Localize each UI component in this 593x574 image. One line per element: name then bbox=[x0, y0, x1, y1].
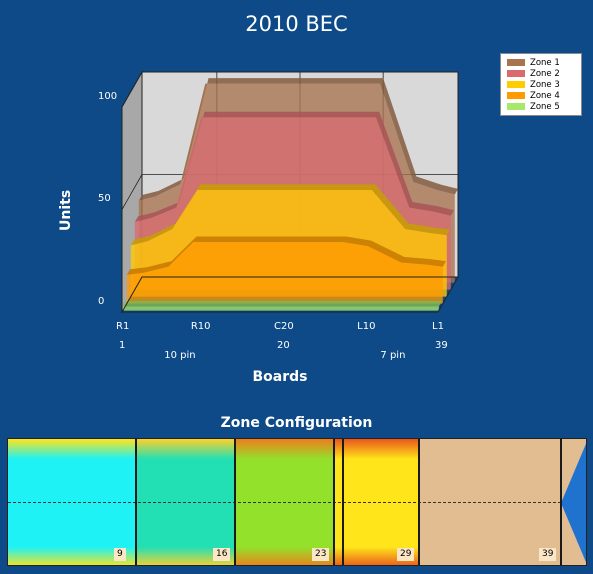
x-tick-label: C20 bbox=[274, 321, 294, 332]
y-tick-label: 100 bbox=[98, 90, 118, 102]
y-tick-label: 50 bbox=[98, 193, 111, 204]
legend-item: Zone 2 bbox=[507, 68, 581, 79]
chart-title: 2010 BEC bbox=[245, 12, 348, 36]
legend-item: Zone 3 bbox=[507, 79, 581, 90]
floor-outline bbox=[121, 276, 459, 313]
legend-swatch bbox=[507, 92, 525, 99]
series-top-5 bbox=[122, 300, 443, 307]
legend-label: Zone 1 bbox=[530, 57, 560, 68]
legend-swatch bbox=[507, 59, 525, 66]
x-axis-label: Boards bbox=[252, 369, 308, 385]
lane-divider bbox=[342, 439, 344, 565]
series-top-1 bbox=[138, 78, 459, 201]
pin-label: 7 pin bbox=[380, 350, 406, 361]
series-area-4 bbox=[126, 242, 443, 304]
chart-areas bbox=[122, 78, 459, 311]
chart-floor bbox=[121, 276, 459, 313]
x-tick-label: L1 bbox=[432, 321, 444, 332]
lane-center-line bbox=[8, 502, 586, 503]
x-tick-label: R1 bbox=[116, 321, 130, 332]
x-board-number: 39 bbox=[435, 340, 448, 351]
grid-line-side bbox=[121, 71, 143, 108]
legend-label: Zone 2 bbox=[530, 68, 560, 79]
zone-board-label: 9 bbox=[114, 548, 126, 561]
x-board-number: 20 bbox=[277, 340, 290, 351]
zone-board-label: 16 bbox=[213, 548, 231, 561]
x-tick-label: R10 bbox=[190, 321, 211, 332]
zone-separator bbox=[234, 439, 236, 565]
y-tick-label: 0 bbox=[98, 295, 105, 307]
legend-label: Zone 5 bbox=[530, 101, 560, 112]
legend-item: Zone 5 bbox=[507, 101, 581, 112]
lane-diagram: 9 16 23 29 39 bbox=[7, 438, 587, 566]
series-top-2 bbox=[134, 111, 455, 222]
zone-board-label: 39 bbox=[539, 548, 557, 561]
zone-config-title: Zone Configuration bbox=[220, 415, 373, 431]
chart-plot bbox=[121, 70, 459, 314]
y-axis-label: Units bbox=[58, 189, 74, 231]
zone-separator bbox=[135, 439, 137, 565]
legend-item: Zone 4 bbox=[507, 90, 581, 101]
x-board-number: 1 bbox=[119, 340, 126, 351]
pin-label: 10 pin bbox=[164, 350, 196, 361]
legend-swatch bbox=[507, 103, 525, 110]
zone-separator bbox=[560, 439, 562, 565]
zone-separator bbox=[333, 439, 335, 565]
legend-label: Zone 3 bbox=[530, 79, 560, 90]
zone-board-label: 29 bbox=[397, 548, 415, 561]
zone-board-label: 23 bbox=[312, 548, 330, 561]
x-tick-label: L10 bbox=[357, 321, 376, 332]
legend-swatch bbox=[507, 81, 525, 88]
pin-deck-arrow bbox=[561, 439, 586, 565]
legend-label: Zone 4 bbox=[530, 90, 560, 101]
legend-swatch bbox=[507, 70, 525, 77]
legend-item: Zone 1 bbox=[507, 57, 581, 68]
series-area-5 bbox=[122, 306, 439, 311]
zone-separator bbox=[418, 439, 420, 565]
grid-line-side bbox=[121, 174, 143, 210]
chart-legend: Zone 1 Zone 2 Zone 3 Zone 4 Zone 5 bbox=[500, 53, 582, 116]
